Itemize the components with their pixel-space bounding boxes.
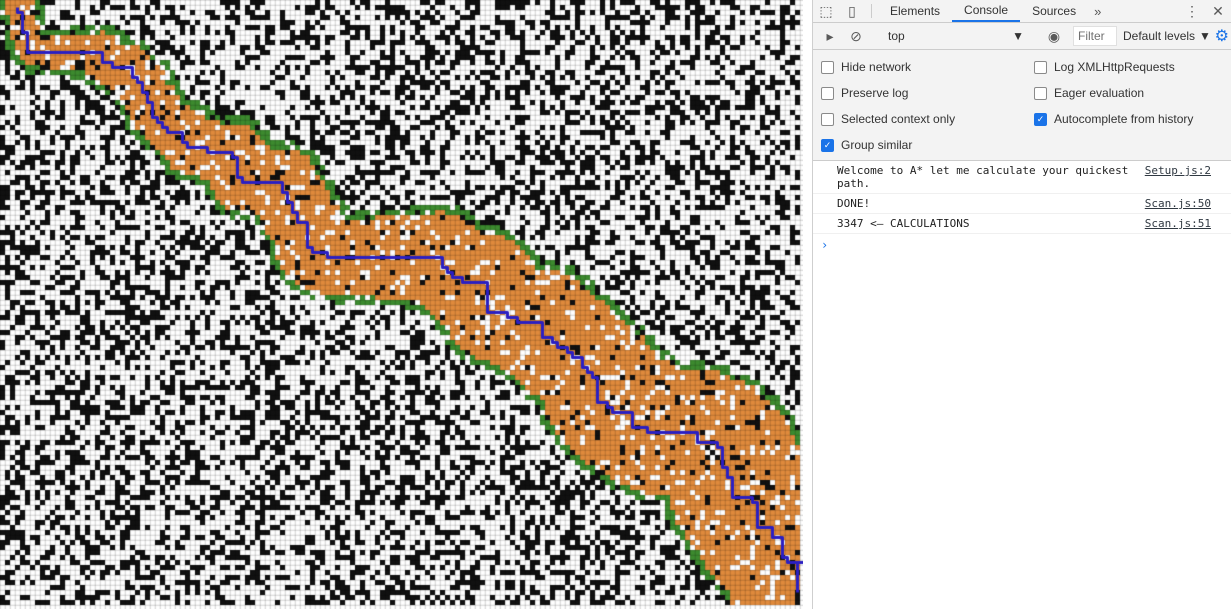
devtools-panel: ⬚ ▯ Elements Console Sources » ⋮ ✕ ▸ ⊘ t… xyxy=(813,0,1231,609)
tabbar-separator xyxy=(871,4,872,18)
setting-label: Log XMLHttpRequests xyxy=(1054,60,1175,74)
setting-selected-context[interactable]: Selected context only xyxy=(813,106,1026,132)
setting-label: Preserve log xyxy=(841,86,909,100)
console-settings: Hide network Log XMLHttpRequests Preserv… xyxy=(813,50,1231,161)
context-selector[interactable]: top ▼ xyxy=(884,27,1028,45)
checkbox[interactable] xyxy=(821,86,834,100)
checkbox-checked[interactable]: ✓ xyxy=(821,138,834,152)
source-link[interactable]: Scan.js:50 xyxy=(1144,197,1211,210)
pathfinding-grid xyxy=(0,0,803,609)
kebab-menu-icon[interactable]: ⋮ xyxy=(1185,2,1199,19)
levels-dropdown[interactable]: Default levels ▼ xyxy=(1123,29,1211,43)
close-icon[interactable]: ✕ xyxy=(1212,2,1224,19)
checkbox[interactable] xyxy=(821,60,834,74)
source-link[interactable]: Setup.js:2 xyxy=(1144,164,1211,177)
checkbox[interactable] xyxy=(1034,86,1047,100)
chevron-down-icon: ▼ xyxy=(1012,29,1024,43)
tab-elements[interactable]: Elements xyxy=(890,4,941,18)
console-message: 3347 <— CALCULATIONS Scan.js:51 xyxy=(813,214,1231,234)
more-tabs-icon[interactable]: » xyxy=(1094,3,1102,19)
message-text: Welcome to A* let me calculate your quic… xyxy=(837,164,1136,190)
console-prompt[interactable]: › xyxy=(821,238,829,252)
console-message: Welcome to A* let me calculate your quic… xyxy=(813,161,1231,194)
eye-icon[interactable]: ◉ xyxy=(1047,27,1061,44)
setting-autocomplete-history[interactable]: ✓ Autocomplete from history xyxy=(1026,106,1231,132)
inspect-icon[interactable]: ⬚ xyxy=(819,2,833,19)
message-text: DONE! xyxy=(837,197,871,210)
devtools-tabbar: ⬚ ▯ Elements Console Sources » ⋮ ✕ xyxy=(813,0,1231,23)
setting-hide-network[interactable]: Hide network xyxy=(813,54,1026,80)
setting-group-similar[interactable]: ✓ Group similar xyxy=(813,132,1026,158)
source-link[interactable]: Scan.js:51 xyxy=(1144,217,1211,230)
setting-label: Autocomplete from history xyxy=(1054,112,1194,126)
tab-console[interactable]: Console xyxy=(952,0,1021,22)
setting-label: Group similar xyxy=(841,138,913,152)
context-value: top xyxy=(888,29,905,43)
clear-console-icon[interactable]: ⊘ xyxy=(850,27,862,44)
astar-grid-canvas xyxy=(0,0,803,609)
levels-label: Default levels xyxy=(1123,29,1196,43)
console-message: DONE! Scan.js:50 xyxy=(813,194,1231,214)
setting-preserve-log[interactable]: Preserve log xyxy=(813,80,1026,106)
sidebar-toggle-icon[interactable]: ▸ xyxy=(826,27,834,44)
console-messages: Welcome to A* let me calculate your quic… xyxy=(813,161,1231,256)
filter-input[interactable]: Filter xyxy=(1073,26,1117,46)
device-toggle-icon[interactable]: ▯ xyxy=(848,2,856,19)
checkbox[interactable] xyxy=(821,112,834,126)
console-toolbar: ▸ ⊘ top ▼ ◉ Filter Default levels ▼ ⚙ xyxy=(813,23,1231,50)
setting-label: Eager evaluation xyxy=(1054,86,1145,100)
message-text: 3347 <— CALCULATIONS xyxy=(837,217,970,230)
gear-icon[interactable]: ⚙ xyxy=(1214,28,1229,45)
setting-label: Selected context only xyxy=(841,112,956,126)
checkbox-checked[interactable]: ✓ xyxy=(1034,112,1047,126)
chevron-down-icon: ▼ xyxy=(1199,29,1211,43)
tab-sources[interactable]: Sources xyxy=(1032,4,1077,18)
setting-log-xhr[interactable]: Log XMLHttpRequests xyxy=(1026,54,1231,80)
setting-eager-evaluation[interactable]: Eager evaluation xyxy=(1026,80,1231,106)
panel-divider[interactable] xyxy=(803,0,813,609)
setting-label: Hide network xyxy=(841,60,912,74)
checkbox[interactable] xyxy=(1034,60,1047,74)
